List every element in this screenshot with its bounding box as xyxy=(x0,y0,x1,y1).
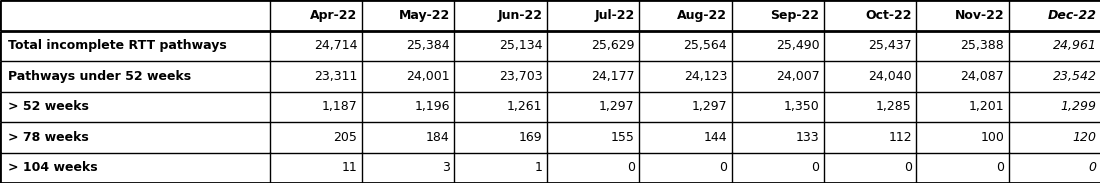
Text: Jun-22: Jun-22 xyxy=(497,9,542,22)
Text: 24,007: 24,007 xyxy=(776,70,820,83)
Text: 1,350: 1,350 xyxy=(783,100,820,113)
Text: 1,297: 1,297 xyxy=(600,100,635,113)
Text: 0: 0 xyxy=(997,161,1004,174)
Text: 24,001: 24,001 xyxy=(406,70,450,83)
Text: Apr-22: Apr-22 xyxy=(310,9,358,22)
Text: 100: 100 xyxy=(980,131,1004,144)
Text: 24,177: 24,177 xyxy=(591,70,635,83)
Text: Dec-22: Dec-22 xyxy=(1047,9,1097,22)
Text: 1,297: 1,297 xyxy=(692,100,727,113)
Text: 23,542: 23,542 xyxy=(1053,70,1097,83)
Text: 0: 0 xyxy=(627,161,635,174)
Text: 0: 0 xyxy=(812,161,820,174)
Text: 23,703: 23,703 xyxy=(498,70,542,83)
Text: 24,040: 24,040 xyxy=(868,70,912,83)
Text: 169: 169 xyxy=(519,131,542,144)
Text: 112: 112 xyxy=(889,131,912,144)
Text: 184: 184 xyxy=(426,131,450,144)
Text: 1: 1 xyxy=(535,161,542,174)
Text: > 104 weeks: > 104 weeks xyxy=(8,161,97,174)
Text: 25,388: 25,388 xyxy=(960,39,1004,52)
Text: Aug-22: Aug-22 xyxy=(678,9,727,22)
Text: 1,196: 1,196 xyxy=(415,100,450,113)
Text: 25,629: 25,629 xyxy=(591,39,635,52)
Text: Total incomplete RTT pathways: Total incomplete RTT pathways xyxy=(8,39,227,52)
Text: > 52 weeks: > 52 weeks xyxy=(8,100,89,113)
Text: 144: 144 xyxy=(704,131,727,144)
Text: 133: 133 xyxy=(796,131,820,144)
Text: 0: 0 xyxy=(904,161,912,174)
Text: 0: 0 xyxy=(719,161,727,174)
Text: 0: 0 xyxy=(1089,161,1097,174)
Text: 25,490: 25,490 xyxy=(776,39,820,52)
Text: 1,299: 1,299 xyxy=(1060,100,1097,113)
Text: 25,384: 25,384 xyxy=(406,39,450,52)
Text: May-22: May-22 xyxy=(398,9,450,22)
Text: 120: 120 xyxy=(1072,131,1097,144)
Text: Nov-22: Nov-22 xyxy=(955,9,1004,22)
Text: > 78 weeks: > 78 weeks xyxy=(8,131,88,144)
Text: 3: 3 xyxy=(442,161,450,174)
Text: Jul-22: Jul-22 xyxy=(594,9,635,22)
Text: Oct-22: Oct-22 xyxy=(866,9,912,22)
Text: 25,134: 25,134 xyxy=(498,39,542,52)
Text: 205: 205 xyxy=(333,131,358,144)
Text: 24,087: 24,087 xyxy=(960,70,1004,83)
Text: 25,564: 25,564 xyxy=(683,39,727,52)
Text: 24,123: 24,123 xyxy=(684,70,727,83)
Text: 1,285: 1,285 xyxy=(876,100,912,113)
Text: 25,437: 25,437 xyxy=(868,39,912,52)
Text: 11: 11 xyxy=(342,161,358,174)
Text: 24,714: 24,714 xyxy=(314,39,358,52)
Text: 155: 155 xyxy=(610,131,635,144)
Text: 1,187: 1,187 xyxy=(321,100,358,113)
Text: 1,201: 1,201 xyxy=(969,100,1004,113)
Text: 1,261: 1,261 xyxy=(507,100,542,113)
Text: Pathways under 52 weeks: Pathways under 52 weeks xyxy=(8,70,190,83)
Text: 24,961: 24,961 xyxy=(1053,39,1097,52)
Text: Sep-22: Sep-22 xyxy=(770,9,820,22)
Text: 23,311: 23,311 xyxy=(315,70,358,83)
